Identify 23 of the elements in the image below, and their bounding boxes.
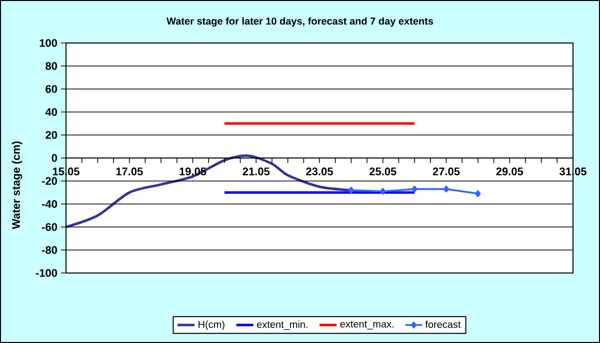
y-tick-label: 40 [45,108,58,116]
y-tick-label: -100 [36,269,58,277]
y-tick-label: -40 [42,200,58,208]
x-tick-label: 29.05 [496,168,524,176]
y-axis-title: Water stage (cm) [12,141,22,230]
legend-label: extent_min. [257,320,308,330]
y-tick-label: -80 [42,246,58,254]
y-tick-label: -20 [42,177,58,185]
y-tick-label: 100 [40,39,58,47]
y-tick-label: 60 [46,85,58,93]
y-tick-label: 20 [46,131,58,139]
y-tick-label: 80 [46,62,58,70]
y-tick-label: 0 [52,154,58,162]
x-tick-label: 23.05 [306,168,333,176]
x-tick-label: 21.05 [242,168,270,176]
y-tick-label: -60 [42,223,58,231]
legend-label: forecast [425,320,461,328]
legend-label: H(cm) [198,320,224,330]
x-tick-label: 27.05 [432,168,460,176]
chart-title: Water stage for later 10 days, forecast and 7 day extents [166,17,434,27]
x-tick-label: 25.05 [369,168,396,176]
legend-label: extent_max. [340,321,394,330]
x-tick-label: 17.05 [116,168,143,176]
